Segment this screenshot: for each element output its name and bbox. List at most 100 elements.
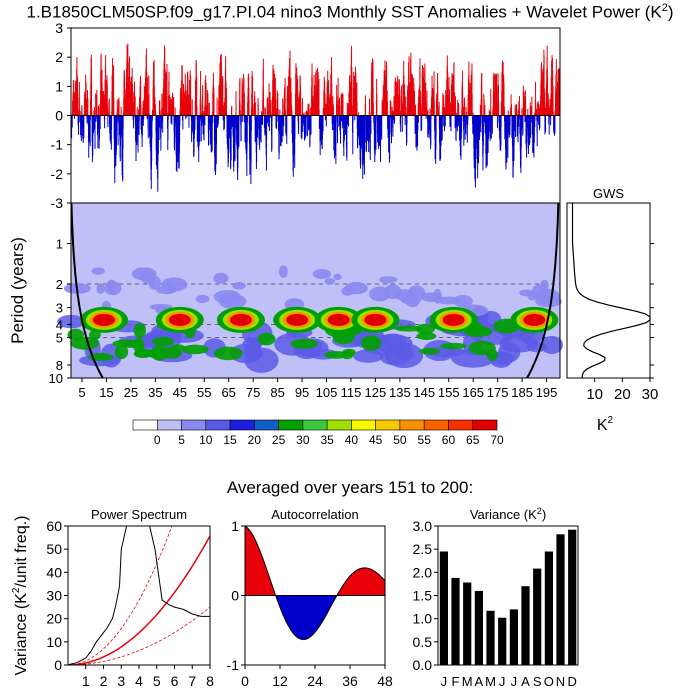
- variance-bar: [556, 534, 565, 665]
- anomaly-ytick-label: -3: [51, 195, 64, 211]
- colorbar-swatch: [399, 419, 425, 431]
- power-spectrum-xtick-label: 8: [206, 673, 214, 689]
- autocorrelation-xtick-label: 36: [342, 673, 358, 689]
- colorbar-label: 60: [442, 433, 456, 447]
- anomaly-ytick-label: 3: [55, 20, 63, 36]
- variance-bar: [451, 577, 460, 665]
- wavelet-blob: [131, 267, 157, 281]
- wavelet-blob: [324, 351, 348, 359]
- variance-xtick-label: O: [544, 674, 554, 689]
- wavelet-xtick-label: 185: [511, 385, 533, 400]
- wavelet-blob: [278, 265, 288, 279]
- wavelet-blob: [112, 339, 142, 348]
- autocorrelation-positive-area: [245, 526, 385, 596]
- anomaly-ytick-label: 2: [55, 49, 63, 65]
- autocorrelation-xtick-label: 0: [241, 673, 249, 689]
- anomaly-ytick-label: 0: [55, 108, 63, 124]
- power-spectrum-ytick-label: 60: [46, 518, 62, 534]
- wavelet-hotspot-red: [523, 313, 546, 326]
- colorbar-label: 0: [154, 433, 161, 447]
- power-spectrum-xtick-label: 5: [153, 673, 161, 689]
- colorbar-swatch: [423, 419, 449, 431]
- gws-xlabel: K2: [597, 415, 614, 434]
- colorbar-swatch: [254, 419, 279, 431]
- colorbar: 0 5 10 15 20 25 30 35 40 45 50 55 60 65 70: [132, 419, 504, 447]
- variance-xtick-label: A: [521, 674, 530, 689]
- variance-title-close: ): [542, 507, 546, 522]
- variance-bar: [486, 610, 495, 665]
- variance-chart: Variance (K2)0.00.51.01.52.02.53.0J F M A M J…: [413, 506, 579, 689]
- colorbar-label: 35: [320, 433, 334, 447]
- wavelet-xtick-label: 115: [341, 385, 362, 400]
- autocorrelation-title: Autocorrelation: [271, 507, 358, 522]
- wavelet-blob: [195, 294, 210, 304]
- autocorrelation-negative-area: [245, 595, 385, 640]
- variance-bar: [509, 609, 518, 665]
- colorbar-swatch: [351, 419, 376, 431]
- power-spectrum-ylabel: Variance (K2/unit freq.): [11, 516, 30, 676]
- colorbar-label: 55: [418, 433, 432, 447]
- variance-xtick-label: F: [452, 674, 460, 689]
- wavelet-blob: [181, 344, 209, 355]
- power-spectrum-xtick-label: 4: [135, 673, 143, 689]
- variance-xtick-label: D: [567, 674, 576, 689]
- wavelet-xtick-label: 75: [246, 385, 260, 400]
- variance-xtick-label: M: [485, 674, 496, 689]
- colorbar-swatch: [157, 419, 182, 431]
- wavelet-blob: [91, 267, 105, 275]
- wavelet-xtick-label: 155: [438, 385, 460, 400]
- wavelet-xtick-label: 195: [536, 385, 558, 400]
- wavelet-xtick-label: 105: [316, 385, 338, 400]
- wavelet-xtick-label: 65: [221, 385, 235, 400]
- wavelet-blob: [290, 338, 318, 349]
- wavelet-blob: [333, 273, 342, 280]
- wavelet-hotspot-red: [442, 313, 465, 326]
- autocorrelation-ytick-label: 0: [231, 588, 239, 604]
- wavelet-hotspot-red: [168, 313, 191, 326]
- colorbar-label: 70: [490, 433, 504, 447]
- variance-ytick-label: 2.0: [413, 564, 433, 580]
- wavelet-blob: [415, 323, 435, 335]
- gws-line: [571, 203, 651, 379]
- autocorrelation-ytick-label: 1: [231, 518, 239, 534]
- variance-xtick-label: S: [533, 674, 542, 689]
- wavelet-ylabel: Period (years): [8, 237, 27, 344]
- gws-chart: GWS 10 20 30 K2: [566, 186, 658, 434]
- variance-ytick-label: 3.0: [413, 518, 433, 534]
- colorbar-swatch: [302, 419, 328, 431]
- wavelet-blob: [526, 341, 548, 353]
- anomaly-chart: 3 2 1 0 -1 -2 -3: [51, 20, 561, 211]
- wavelet-xtick-label: 15: [99, 385, 113, 400]
- colorbar-swatch: [472, 419, 498, 431]
- cone-of-influence-right: [526, 202, 560, 379]
- power-spectrum-ytick-label: 0: [54, 657, 62, 673]
- page-title-close: ): [667, 2, 674, 22]
- colorbar-label: 10: [199, 433, 213, 447]
- power-spectrum-xtick-label: 1: [82, 673, 90, 689]
- variance-xtick-label: M: [462, 674, 473, 689]
- wavelet-blob: [324, 278, 336, 285]
- wavelet-blob: [244, 347, 279, 373]
- wavelet-blob: [405, 296, 420, 308]
- wavelet-blob: [257, 332, 276, 346]
- power-spectrum-ylabel-close: /unit freq.): [13, 516, 30, 588]
- variance-ytick-label: 0.0: [413, 657, 433, 673]
- power-spectrum-red-noise: [68, 535, 210, 665]
- autocorrelation-line: [244, 525, 386, 641]
- autocorrelation-ytick-label: -1: [227, 657, 240, 673]
- wavelet-frame: [70, 202, 561, 379]
- colorbar-swatch: [448, 419, 474, 431]
- power-spectrum-plot-area: [68, 526, 210, 665]
- wavelet-xtick-label: 35: [148, 385, 162, 400]
- wavelet-blob: [384, 284, 402, 300]
- variance-xtick-label: N: [556, 674, 565, 689]
- wavelet-blob: [152, 336, 174, 347]
- wavelet-blob: [218, 293, 247, 309]
- wavelet-hotspot-red: [286, 313, 309, 326]
- gws-xtick-label: 20: [614, 386, 631, 403]
- wavelet-xtick-label: 145: [413, 385, 435, 400]
- autocorrelation-xtick-label: 24: [307, 673, 323, 689]
- colorbar-label: 65: [466, 433, 480, 447]
